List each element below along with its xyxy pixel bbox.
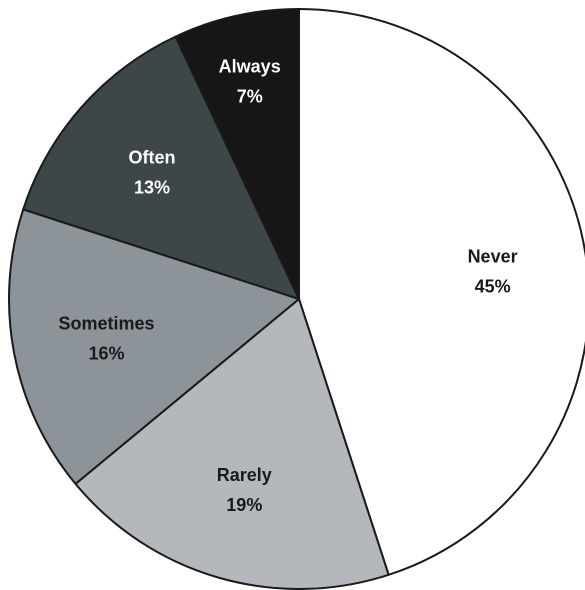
pie-slice-often [22,35,300,300]
slice-label-rarely: Rarely [217,465,272,485]
pie-slice-always [174,8,300,300]
slice-label-always: Always [219,56,281,76]
pie-slices [8,8,585,590]
slice-value-never: 45% [475,276,511,296]
slice-label-sometimes: Sometimes [58,314,154,334]
pie-slice-never [298,8,585,576]
slice-label-never: Never [468,246,518,266]
pie-slice-rarely [74,298,390,590]
slice-value-always: 7% [237,86,263,106]
pie-labels: Never 45% Rarely 19% Sometimes 16% Often 13% Alw… [58,56,517,515]
pie-slice-sometimes [8,208,300,485]
slice-value-rarely: 19% [226,495,262,515]
slice-value-sometimes: 16% [88,344,124,364]
slice-value-often: 13% [134,177,170,197]
slice-label-often: Often [128,147,175,167]
